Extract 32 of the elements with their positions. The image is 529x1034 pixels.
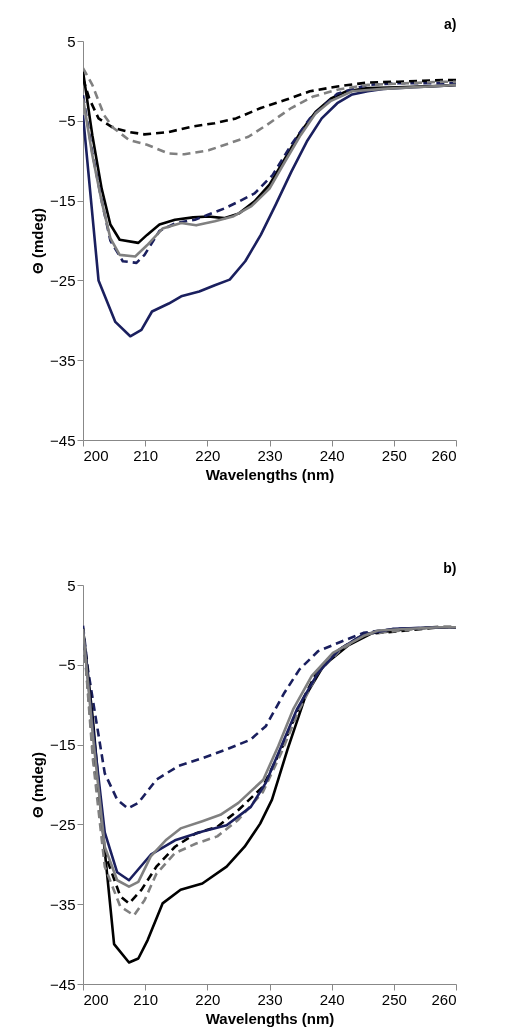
y-tick-label: −5 (58, 656, 76, 674)
y-tick-label: −35 (50, 895, 76, 913)
y-axis-title: Θ (mdeg) (29, 208, 47, 274)
x-axis-title: Wavelengths (nm) (205, 465, 335, 483)
chart-title: b) (443, 560, 457, 576)
x-axis-title: Wavelengths (nm) (205, 1009, 335, 1027)
x-tick-label: 250 (381, 446, 407, 464)
y-tick-label: −25 (50, 271, 76, 289)
y-tick-label: −45 (50, 975, 76, 993)
y-tick-label: 5 (67, 32, 76, 50)
y-tick-label: −45 (50, 431, 76, 449)
x-tick-label: 220 (195, 446, 221, 464)
x-tick-label: 200 (83, 990, 109, 1008)
y-tick-label: 5 (67, 576, 76, 594)
x-tick-label: 260 (431, 990, 457, 1008)
x-tick-label: 250 (381, 990, 407, 1008)
x-tick-label: 220 (195, 990, 221, 1008)
y-tick-label: −25 (50, 815, 76, 833)
x-tick-label: 260 (431, 446, 457, 464)
x-tick-label: 210 (133, 990, 159, 1008)
y-tick-label: −5 (58, 112, 76, 130)
x-tick-label: 210 (133, 446, 159, 464)
x-tick-label: 240 (319, 990, 345, 1008)
x-tick-label: 200 (83, 446, 109, 464)
y-tick-label: −15 (50, 736, 76, 754)
y-tick-label: −35 (50, 351, 76, 369)
x-tick-label: 230 (257, 446, 283, 464)
chart-title: a) (444, 16, 457, 32)
x-tick-label: 240 (319, 446, 345, 464)
x-tick-label: 230 (257, 990, 283, 1008)
y-axis-title: Θ (mdeg) (29, 752, 47, 818)
y-tick-label: −15 (50, 192, 76, 210)
